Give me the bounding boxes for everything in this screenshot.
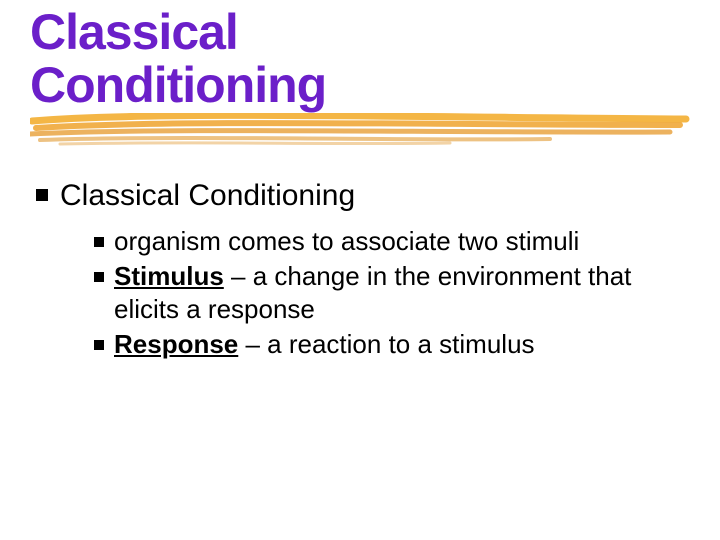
brush-underline-icon bbox=[30, 113, 690, 147]
bullet-lvl2: Stimulus – a change in the environment t… bbox=[94, 260, 660, 327]
title-line-2: Conditioning bbox=[30, 59, 720, 112]
term-stimulus: Stimulus bbox=[114, 261, 224, 291]
square-bullet-icon bbox=[94, 272, 104, 282]
content-area: Classical Conditioning organism comes to… bbox=[0, 147, 720, 362]
title-underline bbox=[0, 113, 720, 147]
slide-title: Classical Conditioning bbox=[0, 0, 720, 111]
title-line-1: Classical bbox=[30, 6, 720, 59]
def-response: – a reaction to a stimulus bbox=[238, 329, 534, 359]
slide: Classical Conditioning Classical Conditi… bbox=[0, 0, 720, 540]
bullet-lvl2-text: Response – a reaction to a stimulus bbox=[114, 328, 535, 361]
term-response: Response bbox=[114, 329, 238, 359]
square-bullet-icon bbox=[94, 237, 104, 247]
bullet-lvl2-text: Stimulus – a change in the environment t… bbox=[114, 260, 660, 327]
square-bullet-icon bbox=[94, 340, 104, 350]
bullet-lvl1: Classical Conditioning bbox=[36, 177, 680, 215]
bullet-lvl1-text: Classical Conditioning bbox=[60, 177, 355, 215]
square-bullet-icon bbox=[36, 189, 48, 201]
bullet-lvl2-text: organism comes to associate two stimuli bbox=[114, 225, 579, 258]
bullet-lvl2: Response – a reaction to a stimulus bbox=[94, 328, 660, 361]
sub-bullet-list: organism comes to associate two stimuli … bbox=[36, 225, 680, 362]
bullet-lvl2: organism comes to associate two stimuli bbox=[94, 225, 660, 258]
